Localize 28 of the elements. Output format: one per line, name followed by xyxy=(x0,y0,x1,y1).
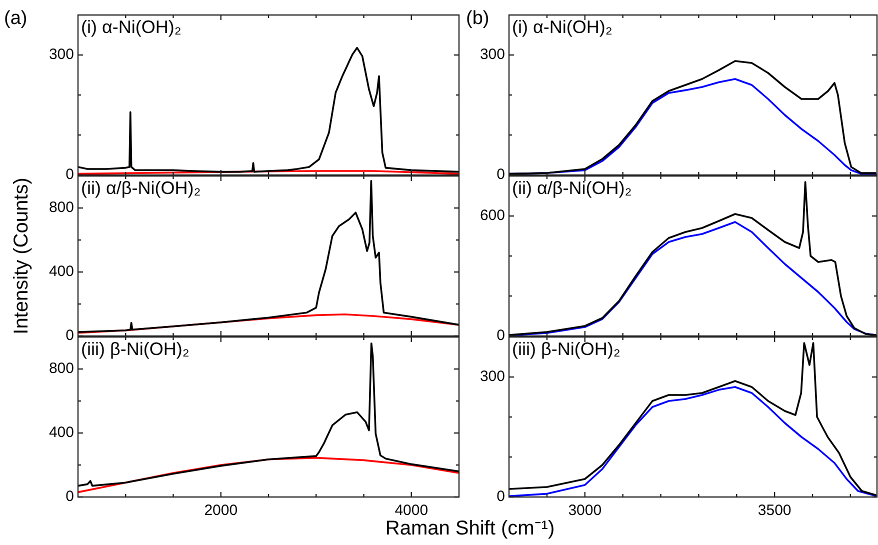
x-tick-label: 2000 xyxy=(204,502,238,520)
chart-title: (i) α-Ni(OH)₂ xyxy=(512,16,612,37)
y-tick-label: 0 xyxy=(66,327,74,344)
chart-title: (i) α-Ni(OH)₂ xyxy=(81,16,182,37)
y-tick-label: 400 xyxy=(48,424,74,442)
y-tick-label: 0 xyxy=(496,166,505,184)
x-tick-label: 3500 xyxy=(758,502,792,520)
y-tick-label: 600 xyxy=(480,207,505,224)
chart-title: (iii) β-Ni(OH)₂ xyxy=(81,338,190,359)
x-tick-label: 4000 xyxy=(394,502,428,520)
chart-title: (ii) α/β-Ni(OH)₂ xyxy=(512,178,632,198)
x-axis-title: Raman Shift (cm⁻¹) xyxy=(385,516,555,540)
chart-title: (ii) α/β-Ni(OH)₂ xyxy=(81,178,201,198)
chart-title: (iii) β-Ni(OH)₂ xyxy=(512,338,620,359)
y-tick-label: 0 xyxy=(66,166,74,184)
y-tick-label: 800 xyxy=(48,360,74,378)
text: (b) xyxy=(466,8,490,30)
y-tick-label: 300 xyxy=(480,46,505,64)
y-tick-label: 400 xyxy=(48,263,74,280)
y-tick-label: 800 xyxy=(48,199,74,216)
y-tick-label: 300 xyxy=(48,46,74,64)
x-tick-label: 3000 xyxy=(568,502,602,520)
y-tick-label: 300 xyxy=(480,368,505,386)
text: (a) xyxy=(4,8,28,30)
y-tick-label: 0 xyxy=(496,488,505,506)
y-tick-label: 0 xyxy=(66,488,74,506)
y-axis-title: Intensity (Counts) xyxy=(10,178,34,334)
y-tick-label: 0 xyxy=(496,327,505,344)
